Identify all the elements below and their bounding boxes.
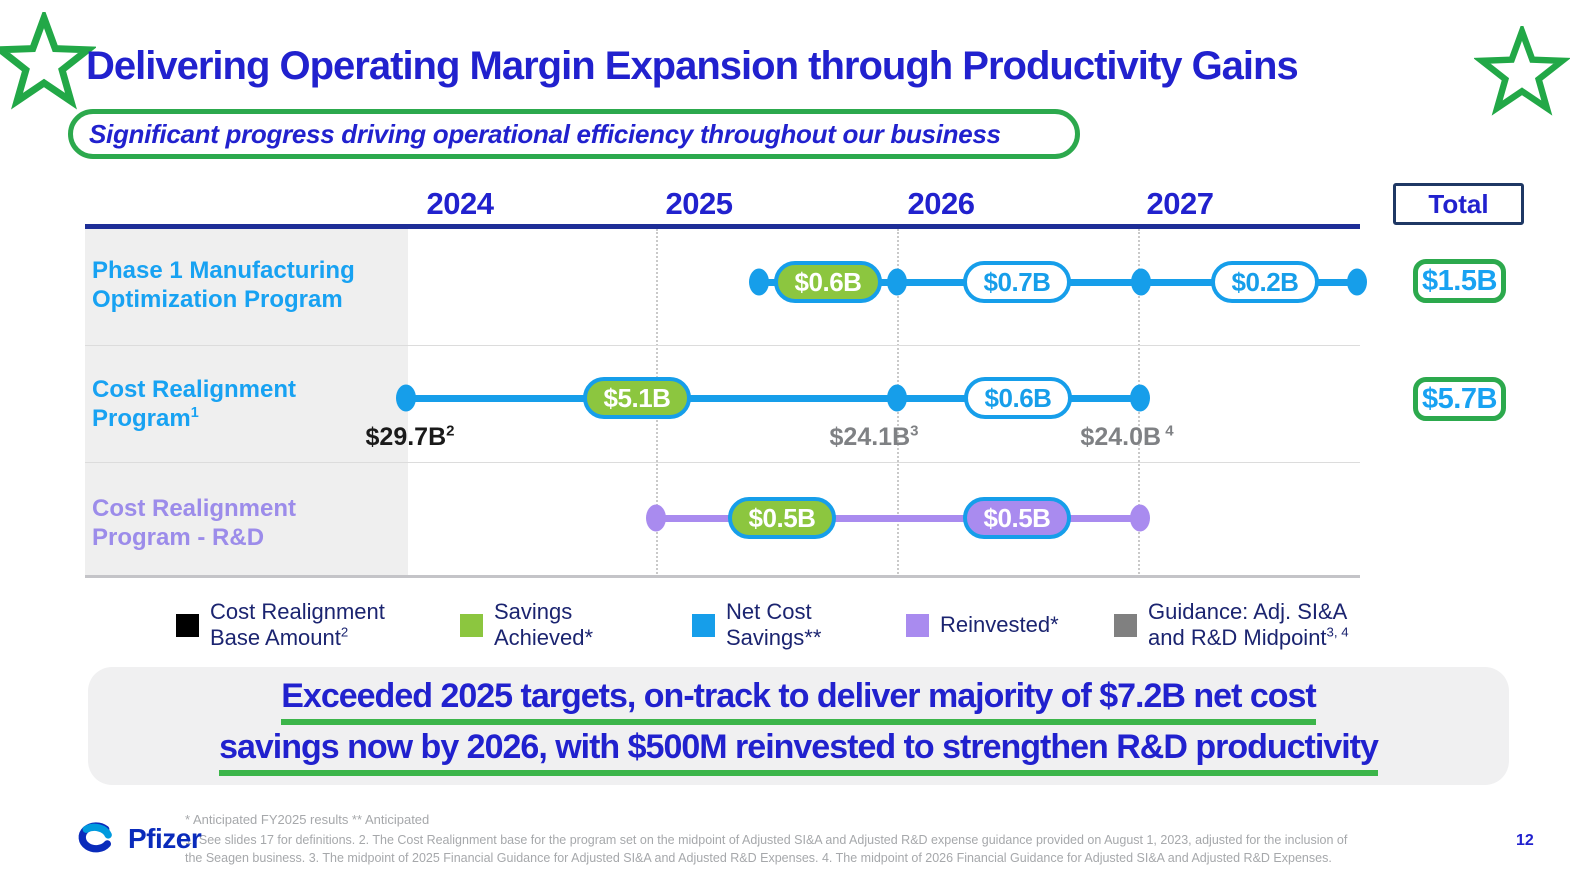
- timeline-dot: [887, 384, 907, 412]
- footnote-marker: 3: [910, 422, 919, 440]
- timeline-bar: [656, 515, 1140, 522]
- footnote-marker: 4: [1161, 422, 1174, 440]
- milestone-badge-net-cost-savings: $0.6B: [964, 377, 1072, 419]
- row-label-panel: [85, 229, 408, 577]
- legend-swatch-purple: [906, 613, 929, 637]
- timeline-dot: [646, 504, 666, 532]
- timeline-dot: [749, 268, 769, 296]
- footnote-anticipated: * Anticipated FY2025 results ** Anticipa…: [185, 812, 430, 827]
- row-separator: [85, 345, 1360, 346]
- year-header-2024: 2024: [426, 186, 494, 221]
- footnote-marker: 1: [190, 405, 199, 422]
- guidance-midpoint-label: $24.0B 4: [1080, 422, 1174, 451]
- milestone-badge-net-cost-savings: $0.2B: [1211, 261, 1319, 303]
- legend-item-base-amount: Cost Realignment Base Amount2: [176, 596, 385, 654]
- footnote-marker: 2: [340, 624, 349, 640]
- timeline-dot: [1347, 268, 1367, 296]
- legend-item-guidance-midpoint: Guidance: Adj. SI&A and R&D Midpoint3, 4: [1114, 596, 1349, 654]
- total-badge-phase1: $1.5B: [1413, 259, 1506, 303]
- subtitle-callout: Significant progress driving operational…: [68, 109, 1080, 159]
- header-rule: [85, 224, 1360, 229]
- timeline-dot: [396, 384, 416, 412]
- page-number: 12: [1516, 832, 1534, 849]
- milestone-badge-savings-achieved: $0.6B: [774, 261, 882, 303]
- pfizer-logo: Pfizer: [70, 818, 202, 860]
- milestone-badge-net-cost-savings: $0.7B: [963, 261, 1071, 303]
- year-header-2026: 2026: [907, 186, 975, 221]
- row-label-cost-realignment-rd: Cost Realignment Program - R&D: [92, 495, 297, 552]
- chart-bottom-rule: [85, 575, 1360, 578]
- legend-swatch-gray: [1114, 613, 1137, 637]
- legend-swatch-black: [176, 613, 199, 637]
- timeline-dot: [1131, 268, 1151, 296]
- footnote-marker: 2: [446, 422, 455, 440]
- row-label-phase1-manufacturing: Phase 1 Manufacturing Optimization Progr…: [92, 257, 355, 314]
- takeaway-line-2: savings now by 2026, with $500M reinvest…: [219, 728, 1379, 776]
- milestone-badge-savings-achieved: $5.1B: [583, 377, 691, 419]
- total-badge-cost-realignment: $5.7B: [1413, 377, 1506, 421]
- base-amount-label: $29.7B2: [365, 422, 455, 451]
- footnote-definitions: 1. See slides 17 for definitions. 2. The…: [185, 833, 1348, 866]
- milestone-badge-reinvested: $0.5B: [963, 497, 1071, 539]
- star-icon: [1474, 26, 1570, 116]
- timeline-dot: [1130, 504, 1150, 532]
- guidance-midpoint-label: $24.1B3: [829, 422, 919, 451]
- year-header-2027: 2027: [1146, 186, 1214, 221]
- legend-swatch-green: [460, 613, 483, 637]
- legend-item-savings-achieved: Savings Achieved*: [460, 596, 593, 654]
- row-separator: [85, 462, 1360, 463]
- legend-item-reinvested: Reinvested*: [906, 596, 1059, 654]
- footnote-marker: 3, 4: [1326, 624, 1349, 640]
- timeline-dot: [1130, 384, 1150, 412]
- legend-item-net-cost-savings: Net Cost Savings**: [692, 596, 821, 654]
- total-column-header: Total: [1393, 183, 1524, 225]
- takeaway-callout: Exceeded 2025 targets, on-track to deliv…: [88, 667, 1509, 785]
- pfizer-logo-mark: [78, 822, 112, 853]
- pfizer-wordmark: Pfizer: [128, 823, 202, 854]
- milestone-badge-savings-achieved: $0.5B: [728, 497, 836, 539]
- page-title: Delivering Operating Margin Expansion th…: [86, 44, 1299, 88]
- total-header-label: Total: [1428, 188, 1489, 219]
- takeaway-line-1: Exceeded 2025 targets, on-track to deliv…: [281, 677, 1317, 725]
- legend-swatch-blue: [692, 613, 715, 637]
- timeline-bar: [406, 395, 1140, 402]
- timeline-dot: [887, 268, 907, 296]
- subtitle-text: Significant progress driving operational…: [89, 118, 1001, 149]
- year-header-2025: 2025: [665, 186, 733, 221]
- star-icon: [0, 12, 96, 110]
- row-label-cost-realignment: Cost Realignment Program1: [92, 376, 297, 433]
